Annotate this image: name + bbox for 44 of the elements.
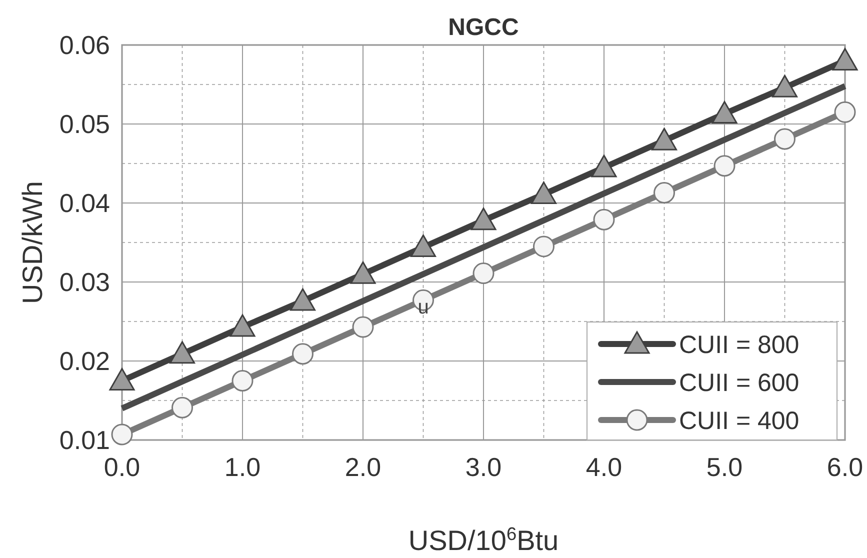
point [593,208,615,230]
point [654,182,675,204]
y-tick-label: 0.04 [59,188,110,218]
point [652,128,677,150]
point [410,234,436,257]
point [591,154,617,178]
point [172,396,193,418]
x-tick-label: 2.0 [344,452,382,482]
point [834,101,856,123]
x-tick-label: 6.0 [826,452,864,482]
legend-label: CUII = 600 [679,369,800,397]
point [292,343,314,365]
point [350,261,376,284]
legend-label: CUII = 800 [679,331,800,359]
y-tick-label: 0.03 [59,267,110,297]
point [232,370,254,392]
chart-title: NGCC [448,14,519,41]
y-tick-label: 0.05 [59,109,110,139]
point [290,288,316,311]
x-tick-label: 3.0 [465,452,502,482]
point [531,182,556,204]
x-tick-label: 1.0 [224,452,261,482]
point [111,424,133,446]
point [832,48,858,71]
legend-label: CUII = 400 [679,407,800,435]
point [714,155,736,177]
point [470,208,496,230]
y-axis-title: USD/kWh [17,181,48,304]
point [109,368,135,390]
point [472,262,494,284]
x-tick-label: 0.0 [104,452,140,482]
point [170,341,195,364]
x-tick-label: 5.0 [706,452,743,482]
point [533,236,554,258]
point [712,100,738,124]
point [772,74,798,98]
y-tick-label: 0.02 [59,346,110,376]
y-tick-label: 0.06 [59,30,110,60]
x-axis-title: USD/10$^{6}$Btu [408,524,559,556]
x-tick-label: 4.0 [586,452,622,482]
point [352,316,374,338]
point [230,314,256,337]
y-tick-label: 0.01 [59,425,110,455]
point [774,128,796,150]
